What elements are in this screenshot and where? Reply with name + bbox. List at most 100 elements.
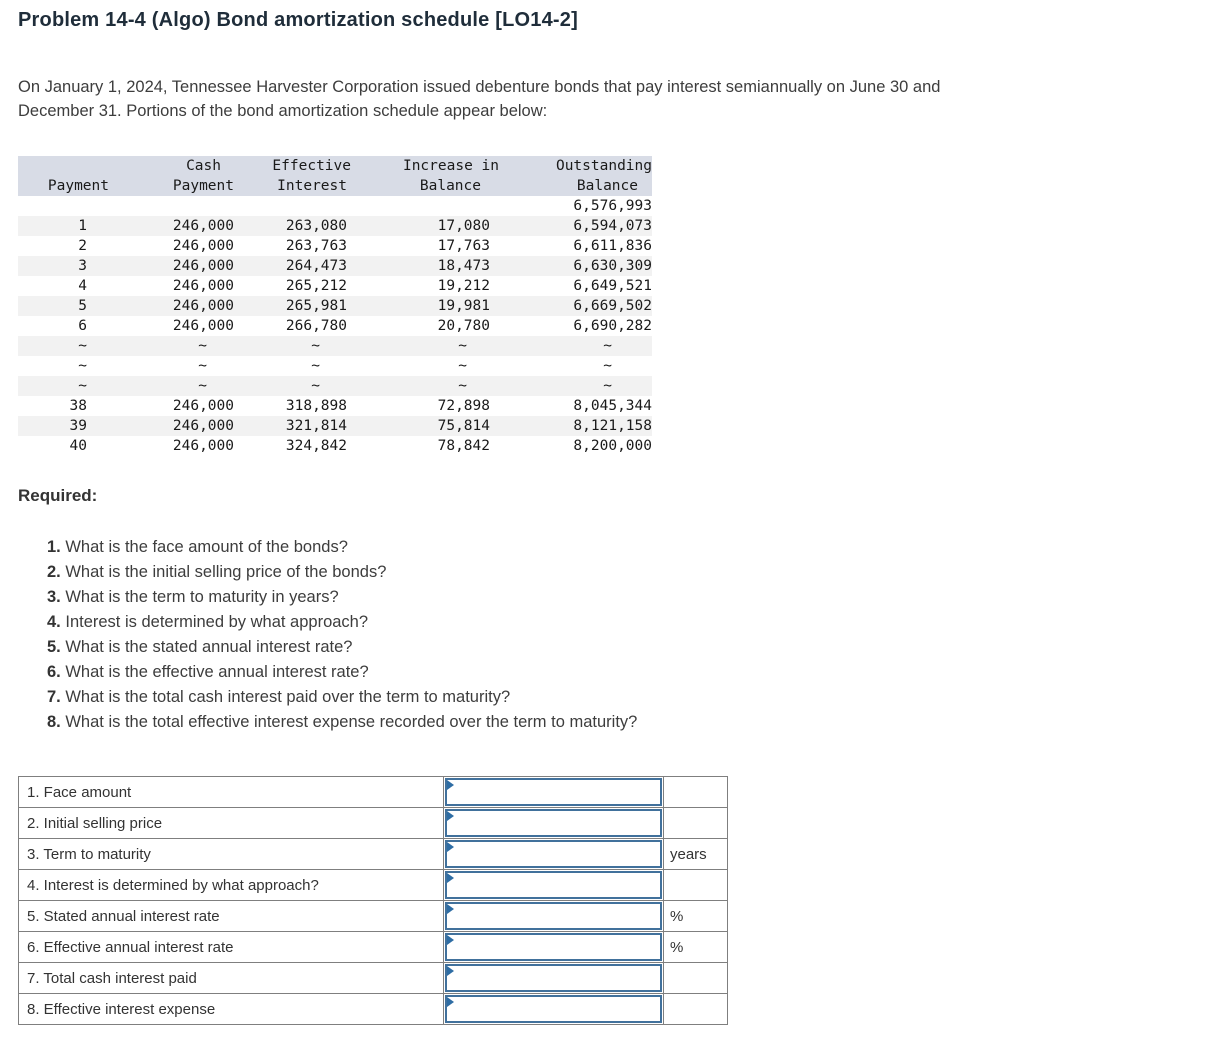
question-number: 6.: [47, 663, 61, 681]
cell-payment: 39: [69, 418, 87, 434]
cell-cash-payment: 246,000: [172, 258, 234, 274]
cell-increase-in-balance: ~: [458, 338, 467, 354]
answer-label: 6. Effective annual interest rate: [18, 931, 444, 963]
answer-input-cell: [443, 931, 664, 963]
answer-input-face-amount[interactable]: [447, 780, 660, 804]
question-number: 1.: [47, 538, 61, 556]
answer-row: 6. Effective annual interest rate %: [18, 931, 728, 963]
cell-outstanding-balance: 6,690,282: [573, 318, 652, 334]
answer-input-box: [445, 871, 662, 899]
answer-input-box: [445, 995, 662, 1023]
cell-payment: 5: [78, 298, 87, 314]
cell-outstanding-balance: 6,669,502: [573, 298, 652, 314]
header-effective-interest: Effective Interest: [272, 158, 351, 194]
question-item: 7. What is the total cash interest paid …: [47, 685, 1218, 710]
cell-cash-payment: 246,000: [172, 318, 234, 334]
answer-row: 3. Term to maturity years: [18, 838, 728, 870]
cell-outstanding-balance: 8,200,000: [573, 438, 652, 454]
answer-unit: [663, 776, 728, 808]
question-text: What is the initial selling price of the…: [65, 563, 387, 581]
answer-label: 5. Stated annual interest rate: [18, 900, 444, 932]
question-number: 8.: [47, 713, 61, 731]
cell-payment: ~: [78, 378, 87, 394]
cell-cash-payment: 246,000: [172, 218, 234, 234]
input-marker-icon: [447, 904, 454, 914]
answer-unit: %: [663, 900, 728, 932]
answer-input-effective-annual-rate[interactable]: [447, 935, 660, 959]
answer-unit: [663, 869, 728, 901]
answer-input-interest-approach[interactable]: [447, 873, 660, 897]
question-number: 7.: [47, 688, 61, 706]
question-text: What is the total cash interest paid ove…: [65, 688, 511, 706]
question-item: 8. What is the total effective interest …: [47, 710, 1218, 735]
cell-increase-in-balance: 17,080: [437, 218, 490, 234]
answer-input-stated-annual-rate[interactable]: [447, 904, 660, 928]
cell-payment: 6: [78, 318, 87, 334]
cell-cash-payment: 246,000: [172, 298, 234, 314]
answer-label: 8. Effective interest expense: [18, 993, 444, 1025]
cell-cash-payment: 246,000: [172, 278, 234, 294]
answer-unit: %: [663, 931, 728, 963]
header-increase-in-balance: Increase in Balance: [402, 158, 499, 194]
cell-outstanding-balance: 6,649,521: [573, 278, 652, 294]
cell-increase-in-balance: 20,780: [437, 318, 490, 334]
answer-input-box: [445, 964, 662, 992]
cell-increase-in-balance: ~: [458, 378, 467, 394]
table-row: 6,576,993: [18, 196, 652, 216]
cell-increase-in-balance: 78,842: [437, 438, 490, 454]
answer-unit: [663, 962, 728, 994]
cell-payment: 2: [78, 238, 87, 254]
answer-row: 7. Total cash interest paid: [18, 962, 728, 994]
cell-payment: ~: [78, 358, 87, 374]
table-row: 4 246,000 265,212 19,212 6,649,521: [18, 276, 652, 296]
input-marker-icon: [447, 873, 454, 883]
answer-input-effective-interest-expense[interactable]: [447, 997, 660, 1021]
input-marker-icon: [447, 966, 454, 976]
answer-unit: [663, 807, 728, 839]
cell-cash-payment: [109, 196, 234, 216]
cell-effective-interest: 266,780: [285, 318, 347, 334]
cell-cash-payment: ~: [198, 378, 207, 394]
input-marker-icon: [447, 780, 454, 790]
cell-effective-interest: [234, 196, 351, 216]
question-number: 4.: [47, 613, 61, 631]
input-marker-icon: [447, 935, 454, 945]
cell-increase-in-balance: 19,212: [437, 278, 490, 294]
cell-increase-in-balance: 19,981: [437, 298, 490, 314]
answer-label: 1. Face amount: [18, 776, 444, 808]
answer-input-total-cash-interest[interactable]: [447, 966, 660, 990]
cell-payment: 4: [78, 278, 87, 294]
question-text: What is the stated annual interest rate?: [65, 638, 353, 656]
cell-outstanding-balance: ~: [603, 338, 612, 354]
answer-label: 4. Interest is determined by what approa…: [18, 869, 444, 901]
amortization-table: Payment Cash Payment Effective Interest In…: [18, 156, 652, 456]
answer-row: 8. Effective interest expense: [18, 993, 728, 1025]
cell-effective-interest: 324,842: [285, 438, 347, 454]
cell-effective-interest: ~: [311, 378, 320, 394]
cell-increase-in-balance: 18,473: [437, 258, 490, 274]
cell-effective-interest: 263,763: [285, 238, 347, 254]
cell-payment: [18, 196, 109, 216]
cell-outstanding-balance: ~: [603, 358, 612, 374]
answer-input-box: [445, 809, 662, 837]
question-text: What is the effective annual interest ra…: [65, 663, 369, 681]
cell-effective-interest: ~: [311, 338, 320, 354]
answer-input-cell: [443, 900, 664, 932]
cell-cash-payment: ~: [198, 338, 207, 354]
answer-row: 1. Face amount: [18, 776, 728, 808]
cell-increase-in-balance: [351, 196, 499, 216]
questions-list: 1. What is the face amount of the bonds?…: [47, 535, 1218, 735]
cell-payment: 40: [69, 438, 87, 454]
answer-unit: years: [663, 838, 728, 870]
question-item: 2. What is the initial selling price of …: [47, 560, 1218, 585]
amortization-header-row: Payment Cash Payment Effective Interest In…: [18, 156, 652, 196]
answer-input-term-to-maturity[interactable]: [447, 842, 660, 866]
answer-input-initial-selling-price[interactable]: [447, 811, 660, 835]
table-row-ellipsis: ~ ~ ~ ~ ~: [18, 356, 652, 376]
cell-outstanding-balance: 6,594,073: [573, 218, 652, 234]
answer-unit: [663, 993, 728, 1025]
header-cash-payment: Cash Payment: [172, 158, 234, 194]
header-payment: Payment: [47, 178, 109, 194]
cell-effective-interest: 264,473: [285, 258, 347, 274]
